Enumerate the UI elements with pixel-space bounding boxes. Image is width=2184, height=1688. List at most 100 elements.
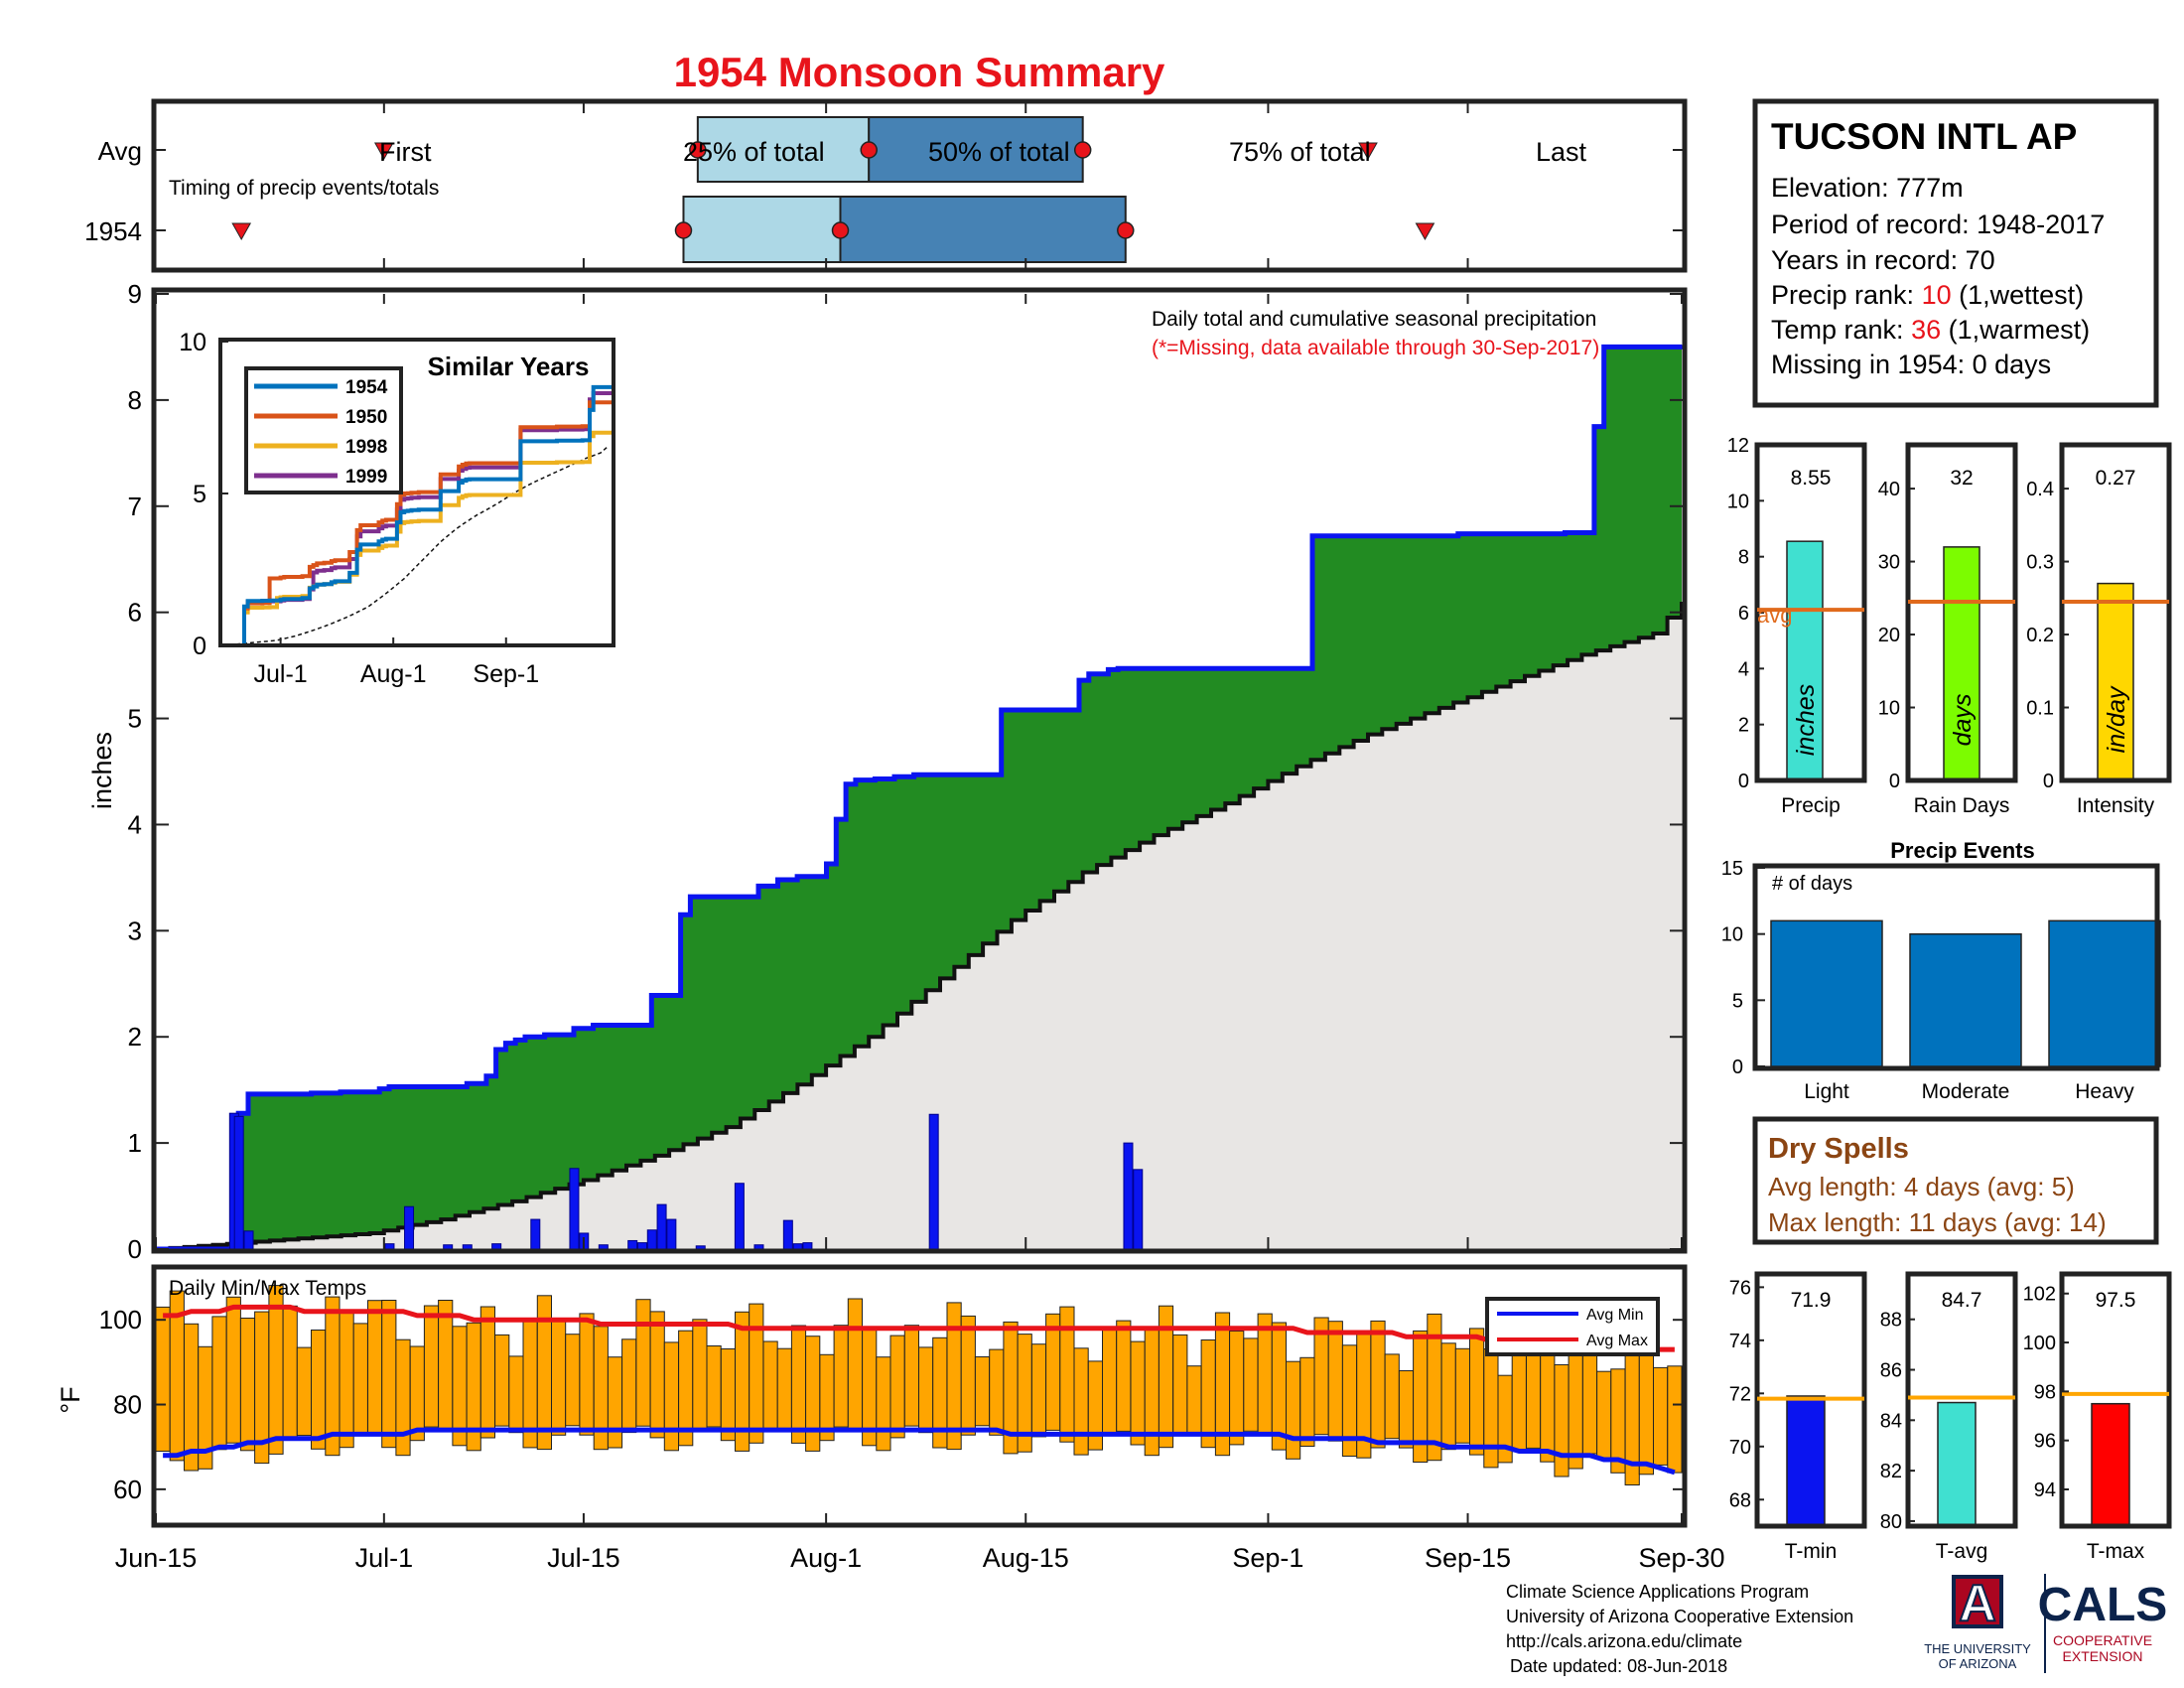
- stat-ytick-label: 8: [1738, 547, 1749, 569]
- footer-line-4: Date updated: 08-Jun-2018: [1510, 1656, 1727, 1676]
- temp-range-bar: [395, 1338, 411, 1457]
- daily-precip-bar: [802, 1242, 813, 1250]
- stat-ytick-label: 0.1: [2026, 698, 2054, 720]
- temp-stat-tmin: 68 70 72 74 76 71.9 T-min: [1729, 1271, 1867, 1563]
- date-tick-label: Sep-15: [1425, 1543, 1511, 1573]
- stat-ytick-label: 6: [1738, 603, 1749, 625]
- temp-stat-bar-tavg: [1937, 1401, 1977, 1527]
- timing-avg-marker-first: [373, 142, 394, 161]
- temp-range-bar: [1116, 1320, 1132, 1432]
- temp-range-bar: [1271, 1322, 1288, 1451]
- stat-frame-intensity: [2059, 442, 2172, 783]
- temp-stat-ytick-label: 94: [2034, 1479, 2056, 1501]
- stat-panel-raindays: 0 10 20 30 40 32 Rain Days days: [1878, 442, 2018, 817]
- main-ylabel: inches: [87, 732, 117, 809]
- temp-stat-value-tavg: 84.7: [1942, 1289, 1982, 1312]
- temp-rank-note: (1,warmest): [1941, 315, 2090, 345]
- timing-1954-box-25-50: [682, 196, 842, 263]
- date-tick-label: Sep-30: [1638, 1543, 1724, 1573]
- temp-range-bar: [1653, 1366, 1669, 1466]
- precip-rank-value: 10: [1922, 280, 1952, 310]
- temp-range-bar: [1540, 1338, 1556, 1463]
- stat-ytick-label: 0.3: [2026, 552, 2054, 574]
- stat-ytick-label: 4: [1738, 658, 1749, 680]
- temp-range-bar: [325, 1296, 341, 1457]
- stat-ytick-label: 2: [1738, 715, 1749, 737]
- stat-frame-raindays: [1905, 442, 2018, 783]
- daily-precip-bar: [636, 1242, 647, 1250]
- temp-stat-ytick-label: 100: [2023, 1333, 2056, 1354]
- temp-rank-value: 36: [1911, 315, 1941, 345]
- stat-ytick-label: 10: [1878, 698, 1900, 720]
- temp-range-bar: [692, 1319, 708, 1431]
- stat-unit-intensity: in/day: [2103, 685, 2130, 753]
- precip-panel: 0 1 2 3 4 5 6 7 8 9 inches Daily total and cumula…: [87, 279, 1688, 1264]
- temp-range-bar: [649, 1311, 665, 1439]
- svg-text:Max length: 11 days (avg: 14): Max length: 11 days (avg: 14): [1768, 1207, 2107, 1237]
- stat-label-precip: Precip: [1781, 794, 1841, 817]
- inset-legend-label: 1999: [345, 467, 387, 488]
- svg-text:Precip rank: 10 (1,wettest): Precip rank: 10 (1,wettest): [1771, 280, 2084, 310]
- cals-logo-line-2: EXTENSION: [2063, 1648, 2143, 1664]
- temp-range-bar: [409, 1345, 425, 1442]
- similar-years-inset: Similar Years 0 5 10 Jul-1 Aug-1 Sep-1 1954 19…: [179, 329, 615, 688]
- timing-avg-marker-p50: [860, 141, 878, 159]
- svg-text:Avg length: 4 days (avg: 5): Avg length: 4 days (avg: 5): [1768, 1172, 2075, 1201]
- daily-precip-bar: [598, 1244, 609, 1250]
- temp-range-bar: [1568, 1346, 1583, 1470]
- main-ytick-label: 4: [128, 809, 142, 839]
- temp-range-bar: [974, 1356, 991, 1427]
- stat-value-precip: 8.55: [1791, 467, 1832, 490]
- station-elev-label: Elevation:: [1771, 173, 1896, 203]
- temp-ytick-label: 100: [99, 1305, 142, 1335]
- temp-stat-ytick-label: 84: [1880, 1410, 1902, 1432]
- temp-range-bar: [889, 1335, 905, 1439]
- footer-line-2: University of Arizona Cooperative Extens…: [1506, 1607, 1853, 1626]
- temp-stat-value-tmax: 97.5: [2096, 1289, 2136, 1312]
- svg-text:Years in record: 70: Years in record: 70: [1771, 245, 1995, 275]
- stat-ytick-label: 40: [1878, 479, 1900, 500]
- temp-range-bar: [1313, 1317, 1329, 1436]
- temp-range-bar: [762, 1340, 778, 1429]
- temp-range-bar: [1045, 1313, 1061, 1431]
- temp-stat-bar-tmax: [2091, 1402, 2130, 1527]
- temp-range-bar: [268, 1285, 284, 1455]
- avg-max-line: [163, 1304, 1675, 1352]
- daily-precip-bar: [233, 1115, 244, 1250]
- temp-stat-ytick-label: 96: [2034, 1431, 2056, 1453]
- temp-range-bar: [239, 1318, 256, 1452]
- temp-range-bar: [551, 1321, 567, 1436]
- event-category-label: Light: [1804, 1080, 1849, 1103]
- station-years: 70: [1966, 245, 1995, 275]
- date-tick-label: Sep-1: [1232, 1543, 1303, 1573]
- temp-range-bar: [1554, 1364, 1570, 1477]
- timing-1954-marker-p75: [1117, 221, 1135, 239]
- temp-range-bar: [296, 1346, 312, 1437]
- temp-ytick-label: 60: [113, 1475, 142, 1504]
- precip-events-panel: Precip Events Light Moderate Heavy 0 5 10 15 #…: [1721, 838, 2161, 1103]
- ua-logo-letter: A: [1959, 1575, 1996, 1632]
- temp-range-bar: [1398, 1370, 1415, 1449]
- event-bar-light: [1770, 919, 1883, 1067]
- temp-range-bar: [1030, 1343, 1047, 1438]
- temp-stat-tavg: 80 82 84 86 88 84.7 T-avg: [1880, 1271, 2018, 1563]
- inset-legend-label: 1998: [345, 437, 387, 458]
- temp-range-bar: [833, 1325, 849, 1428]
- svg-text:Temp rank: 36 (1,warmest): Temp rank: 36 (1,warmest): [1771, 315, 2090, 345]
- temp-legend: [1485, 1297, 1660, 1356]
- inset-average-line: [221, 446, 609, 646]
- stat-ytick-label: 0: [1889, 771, 1900, 792]
- stat-value-intensity: 0.27: [2096, 467, 2136, 490]
- daily-precip-bar: [1133, 1169, 1144, 1250]
- stat-panels: 0 2 4 6 8 10 12 8.55 Precip inches 0 10 20 30 40 32 Rain…: [1727, 435, 2172, 817]
- stat-panel-intensity: 0 0.1 0.2 0.3 0.4 0.27 Intensity in/day: [2026, 442, 2172, 817]
- timing-p25-label: 25% of total: [683, 137, 825, 167]
- temp-stat-ytick-label: 86: [1880, 1360, 1902, 1382]
- cals-logo-line-1: COOPERATIVE: [2053, 1632, 2152, 1648]
- temp-range-bar: [1511, 1347, 1527, 1453]
- main-ytick-label: 8: [128, 385, 142, 415]
- main-ytick-label: 0: [128, 1234, 142, 1264]
- date-tick-label: Jul-1: [355, 1543, 414, 1573]
- footer-line-3: http://cals.arizona.edu/climate: [1506, 1631, 1742, 1651]
- temp-range-bar: [607, 1356, 623, 1449]
